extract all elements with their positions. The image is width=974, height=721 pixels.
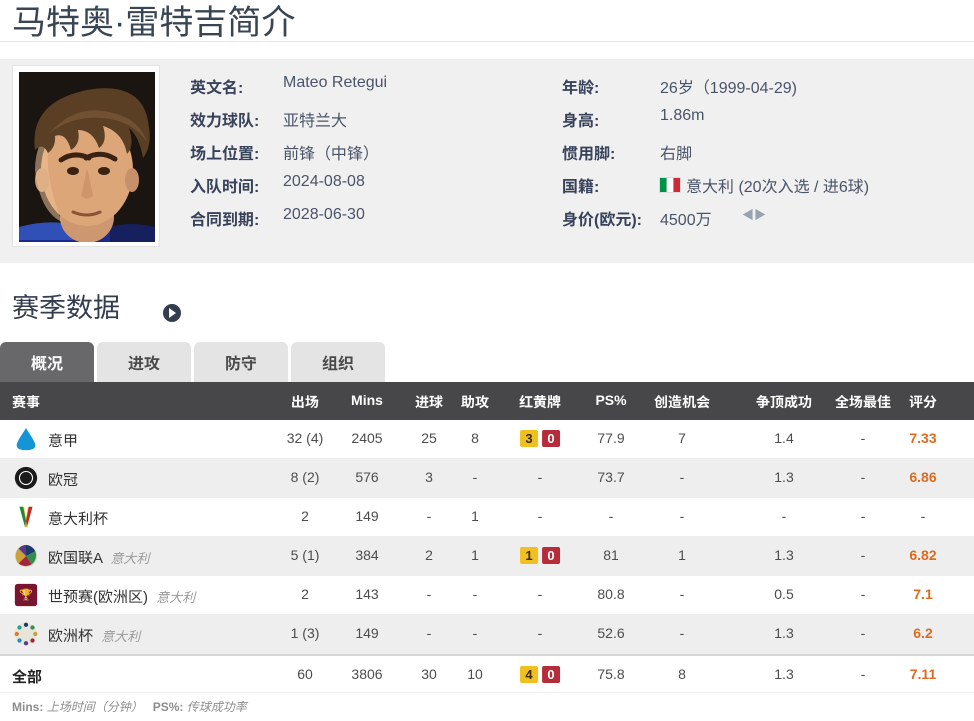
svg-text:🏆: 🏆 (19, 588, 33, 602)
